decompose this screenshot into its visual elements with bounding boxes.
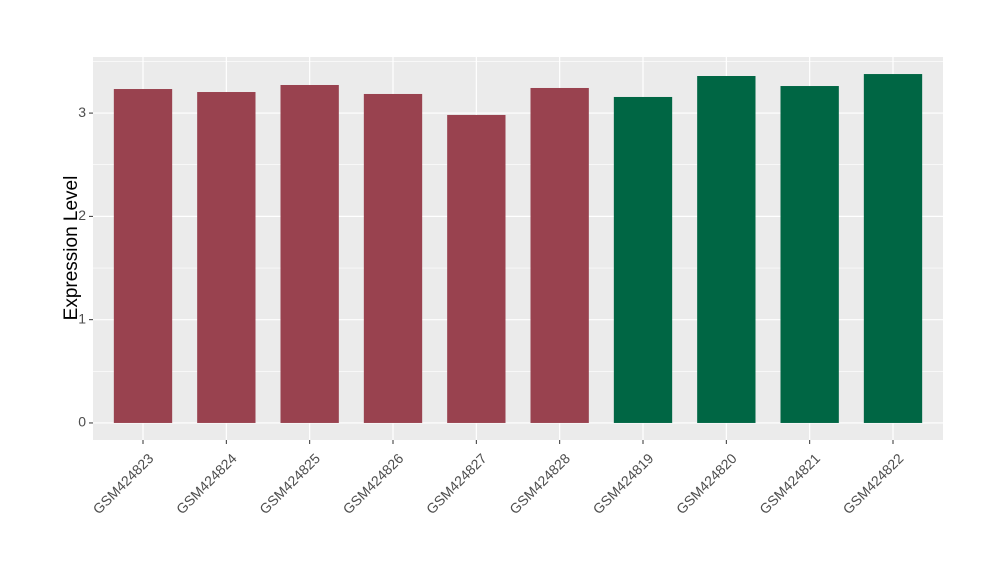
bar xyxy=(447,114,506,423)
bar xyxy=(863,74,923,423)
bar xyxy=(613,96,673,423)
x-tick-label: GSM424820 xyxy=(673,450,740,517)
bar xyxy=(530,87,589,423)
bar xyxy=(697,76,756,423)
bar xyxy=(280,84,339,423)
bar xyxy=(113,89,173,423)
bar xyxy=(197,92,256,423)
y-tick-label: 1 xyxy=(78,310,86,326)
y-tick-label: 2 xyxy=(78,207,86,223)
x-tick-label: GSM424826 xyxy=(340,450,407,517)
x-tick-label: GSM424823 xyxy=(90,450,157,517)
bar xyxy=(363,93,423,423)
bar xyxy=(780,86,839,423)
x-tick-label: GSM424822 xyxy=(840,450,907,517)
y-tick-label: 0 xyxy=(78,414,86,430)
x-tick-label: GSM424819 xyxy=(590,450,657,517)
y-axis-title: Expression Level xyxy=(61,176,82,321)
x-tick-label: GSM424828 xyxy=(506,450,573,517)
y-tick-label: 3 xyxy=(78,104,86,120)
x-tick-label: GSM424821 xyxy=(756,450,823,517)
x-tick-label: GSM424825 xyxy=(256,450,323,517)
x-tick-label: GSM424824 xyxy=(173,450,240,517)
x-tick-label: GSM424827 xyxy=(423,450,490,517)
